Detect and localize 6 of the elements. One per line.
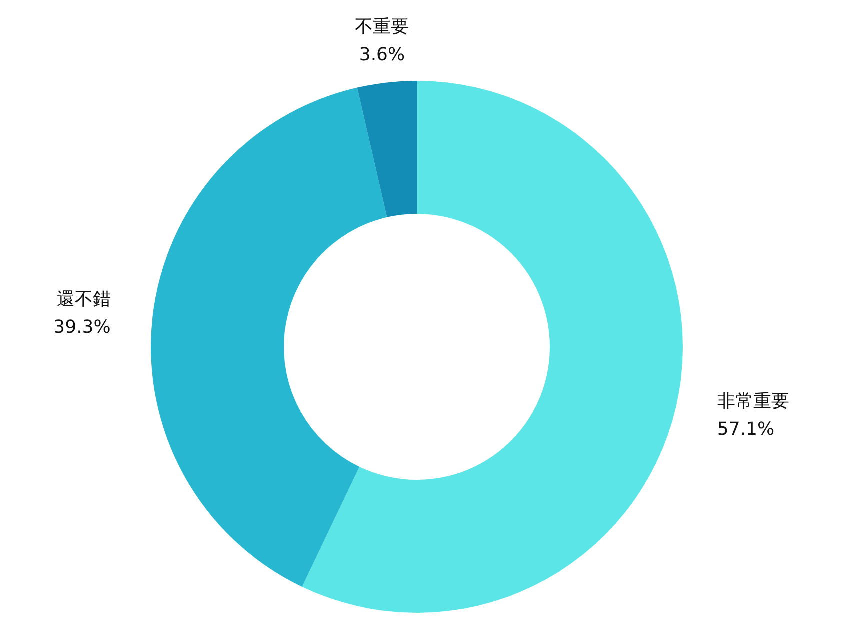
data-label: 39.3%	[54, 316, 111, 338]
slice-label: 不重要	[355, 16, 410, 38]
slice-label: 非常重要	[717, 390, 790, 412]
data-label: 3.6%	[359, 44, 406, 66]
slice-label: 還不錯	[56, 288, 111, 310]
data-label: 57.1%	[717, 418, 775, 440]
